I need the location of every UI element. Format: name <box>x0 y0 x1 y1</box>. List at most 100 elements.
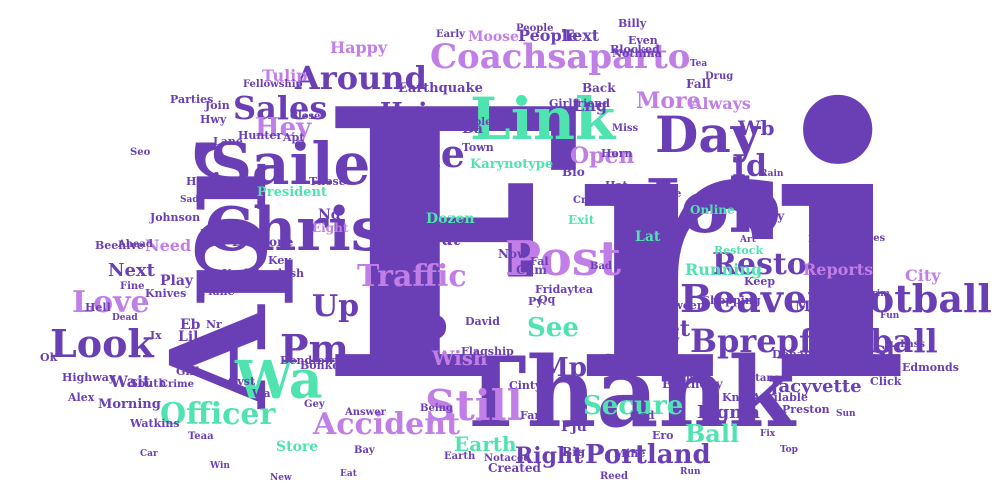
cloud-word: Chris <box>205 195 385 265</box>
cloud-word: Johnson <box>150 211 201 224</box>
cloud-word: Girl <box>176 365 200 378</box>
cloud-word: Thank <box>455 336 795 449</box>
cloud-word: Secure <box>583 391 684 421</box>
cloud-word: Beehive <box>95 239 144 252</box>
cloud-word: Earth <box>444 451 476 462</box>
cloud-word: Fridaytea <box>535 283 594 296</box>
cloud-word: Alert <box>354 363 393 379</box>
cloud-word: Next <box>108 260 155 281</box>
cloud-word: Top <box>780 445 798 455</box>
cloud-word: See <box>527 313 579 343</box>
cloud-word: Out <box>427 230 460 249</box>
cloud-word: Watkins <box>130 417 180 430</box>
cloud-word: Crime <box>160 379 194 390</box>
cloud-word: Knots <box>722 391 759 404</box>
cloud-word: Back <box>582 81 616 95</box>
cloud-word: Fellowship <box>243 79 303 90</box>
cloud-word: Edmonds <box>902 361 959 374</box>
cloud-word: New <box>270 473 292 483</box>
cloud-word: Sta <box>230 273 252 287</box>
cloud-word: God <box>630 409 655 422</box>
cloud-word: Around <box>295 59 427 97</box>
cloud-word: Post <box>505 231 622 287</box>
cloud-word: Drug <box>705 71 734 82</box>
cloud-word: Need <box>145 236 192 255</box>
cloud-word: Fun <box>880 311 900 321</box>
cloud-word: Highway <box>62 371 116 384</box>
cloud-word: Close <box>290 111 321 122</box>
cloud-word: Lane <box>213 135 243 148</box>
cloud-word: Horn <box>601 147 633 160</box>
cloud-word: Samplers <box>450 117 503 128</box>
cloud-word: President <box>257 185 327 200</box>
cloud-word: Lat <box>635 229 661 245</box>
cloud-word: Car <box>140 449 158 459</box>
cloud-word: Trim <box>866 289 890 299</box>
cloud-word: Store <box>276 439 319 455</box>
cloud-word: Available <box>752 391 808 404</box>
cloud-word: Nr <box>206 318 222 331</box>
cloud-word: Fix <box>760 429 776 439</box>
cloud-word: Still <box>425 381 523 430</box>
cloud-word: Created <box>488 461 541 475</box>
cloud-word: Sad <box>180 195 199 205</box>
cloud-word: Hogs <box>186 175 218 188</box>
cloud-word: Dead <box>112 313 138 323</box>
cloud-word: Between <box>652 299 705 312</box>
cloud-word: Pass <box>900 339 925 350</box>
cloud-word: Billy <box>618 17 647 30</box>
cloud-word: One <box>380 131 465 176</box>
cloud-word: Cinty <box>509 379 542 392</box>
cloud-word: Hwy <box>200 113 227 126</box>
cloud-word: Karynotype <box>470 157 554 172</box>
cloud-word: Before <box>602 189 640 200</box>
cloud-word: City <box>905 266 941 285</box>
cloud-word: Job <box>645 164 782 250</box>
cloud-word: Lil <box>178 329 199 345</box>
cloud-word: Yo <box>200 230 224 251</box>
cloud-word: Qq <box>538 293 556 306</box>
cloud-word: Hat <box>605 179 628 192</box>
cloud-word: Bot <box>808 235 826 245</box>
cloud-word: Wa <box>235 350 323 411</box>
cloud-word: Bonkers <box>300 359 352 372</box>
cloud-word: Bay <box>354 445 375 456</box>
cloud-word: Up <box>312 289 360 324</box>
cloud-word: Come <box>598 349 674 378</box>
cloud-word: Ix <box>150 329 162 342</box>
cloud-word: Alex <box>68 391 95 404</box>
cloud-word: Preston <box>782 403 830 416</box>
cloud-word: Earthquake <box>398 81 483 96</box>
cloud-word: Ba <box>462 121 483 137</box>
cloud-word: Exit <box>568 213 595 227</box>
cloud-word: Earth <box>454 432 517 456</box>
cloud-word: Big <box>562 445 586 459</box>
cloud-word: Bio <box>562 165 585 179</box>
cloud-word: Look <box>50 321 154 366</box>
cloud-word: Now <box>498 247 528 261</box>
cloud-word: Figma <box>697 402 760 423</box>
cloud-word: Running <box>685 260 763 279</box>
cloud-word: Username <box>619 187 682 200</box>
cloud-word: Sailer <box>210 130 401 198</box>
cloud-word: Hell <box>85 301 111 314</box>
cloud-word: Hair <box>380 97 440 126</box>
cloud-word: Go <box>378 296 448 350</box>
cloud-word: Hunter <box>238 129 283 142</box>
cloud-word: Notaced <box>484 453 531 464</box>
cloud-word: Gvst <box>228 375 256 388</box>
cloud-word: Answer <box>345 407 386 418</box>
cloud-word: Keep <box>744 275 776 288</box>
cloud-word: Rku <box>635 351 681 375</box>
cloud-word: Set <box>650 316 691 342</box>
cloud-word: Id <box>732 149 768 184</box>
cloud-word: Moose <box>468 29 519 45</box>
cloud-word: Happy <box>330 38 388 57</box>
cloud-word: Dozen <box>426 211 475 227</box>
cloud-word: Sales <box>233 89 328 127</box>
cloud-word: People <box>516 23 554 34</box>
cloud-word: Shoulder <box>410 231 461 242</box>
cloud-word: Blocked <box>610 43 660 56</box>
cloud-word: Tulip <box>262 66 308 85</box>
